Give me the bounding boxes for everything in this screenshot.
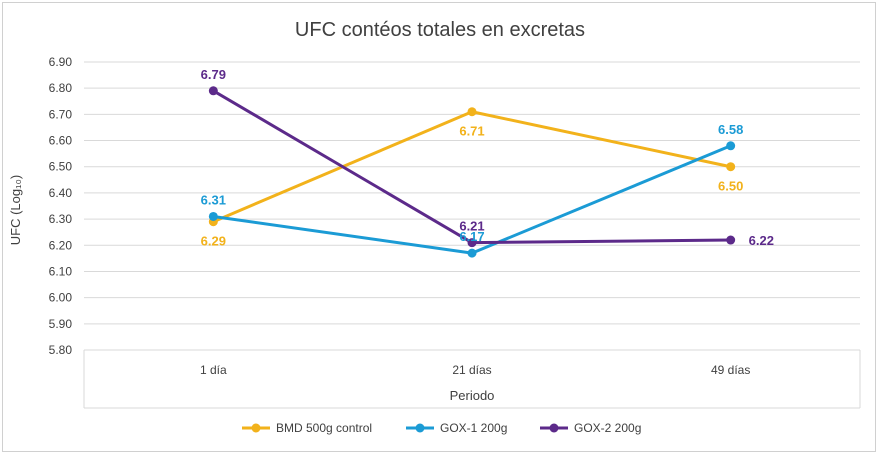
x-tick-label: 21 días	[452, 363, 491, 377]
y-tick-label: 6.20	[49, 238, 73, 252]
y-tick-label: 6.80	[49, 81, 73, 95]
data-label: 6.50	[718, 179, 743, 194]
y-tick-label: 6.30	[49, 212, 73, 226]
data-point	[726, 162, 736, 172]
data-point	[208, 211, 218, 221]
legend: BMD 500g control GOX-1 200g GOX-2 200g	[242, 421, 641, 435]
legend-label: BMD 500g control	[276, 421, 372, 435]
x-tick-label: 49 días	[711, 363, 750, 377]
y-tick-label: 5.90	[49, 317, 73, 331]
data-label: 6.17	[459, 229, 484, 244]
y-tick-label: 6.00	[49, 291, 73, 305]
y-tick-label: 6.40	[49, 186, 73, 200]
y-tick-label: 5.80	[49, 343, 73, 357]
data-point	[467, 107, 477, 117]
chart-title: UFC contéos totales en excretas	[295, 19, 585, 41]
legend-label: GOX-1 200g	[440, 421, 507, 435]
y-tick-label: 6.10	[49, 264, 73, 278]
data-label: 6.71	[459, 124, 484, 139]
y-tick-label: 6.90	[49, 55, 73, 69]
y-tick-labels: 5.80 5.90 6.00 6.10 6.20 6.30 6.40 6.50 6.60 6.70…	[49, 55, 73, 357]
legend-marker	[415, 423, 425, 433]
x-tick-labels: 1 día 21 días 49 días	[200, 363, 750, 377]
y-tick-label: 6.60	[49, 134, 73, 148]
x-axis-label: Periodo	[450, 388, 495, 403]
x-tick-label: 1 día	[200, 363, 227, 377]
legend-marker	[549, 423, 559, 433]
data-point	[467, 248, 477, 258]
data-point	[726, 141, 736, 151]
legend-item: GOX-1 200g	[406, 421, 507, 435]
data-label: 6.21	[459, 219, 484, 234]
data-label: 6.31	[201, 192, 226, 207]
legend-label: GOX-2 200g	[574, 421, 641, 435]
legend-marker	[251, 423, 261, 433]
data-label: 6.29	[201, 234, 226, 249]
legend-item: GOX-2 200g	[540, 421, 641, 435]
data-point	[467, 238, 477, 248]
legend-item: BMD 500g control	[242, 421, 372, 435]
data-labels-layer: 6.29 6.71 6.50 6.31 6.17 6.58 6.79 6.21 6.22	[201, 67, 774, 249]
series-layer	[208, 86, 736, 258]
data-point	[208, 86, 218, 96]
y-axis-label: UFC (Log₁₀)	[8, 175, 23, 245]
data-label: 6.22	[749, 233, 774, 248]
data-label: 6.79	[201, 67, 226, 82]
y-tick-label: 6.70	[49, 107, 73, 121]
data-point	[726, 235, 736, 245]
y-tick-label: 6.50	[49, 160, 73, 174]
data-label: 6.58	[718, 122, 743, 137]
